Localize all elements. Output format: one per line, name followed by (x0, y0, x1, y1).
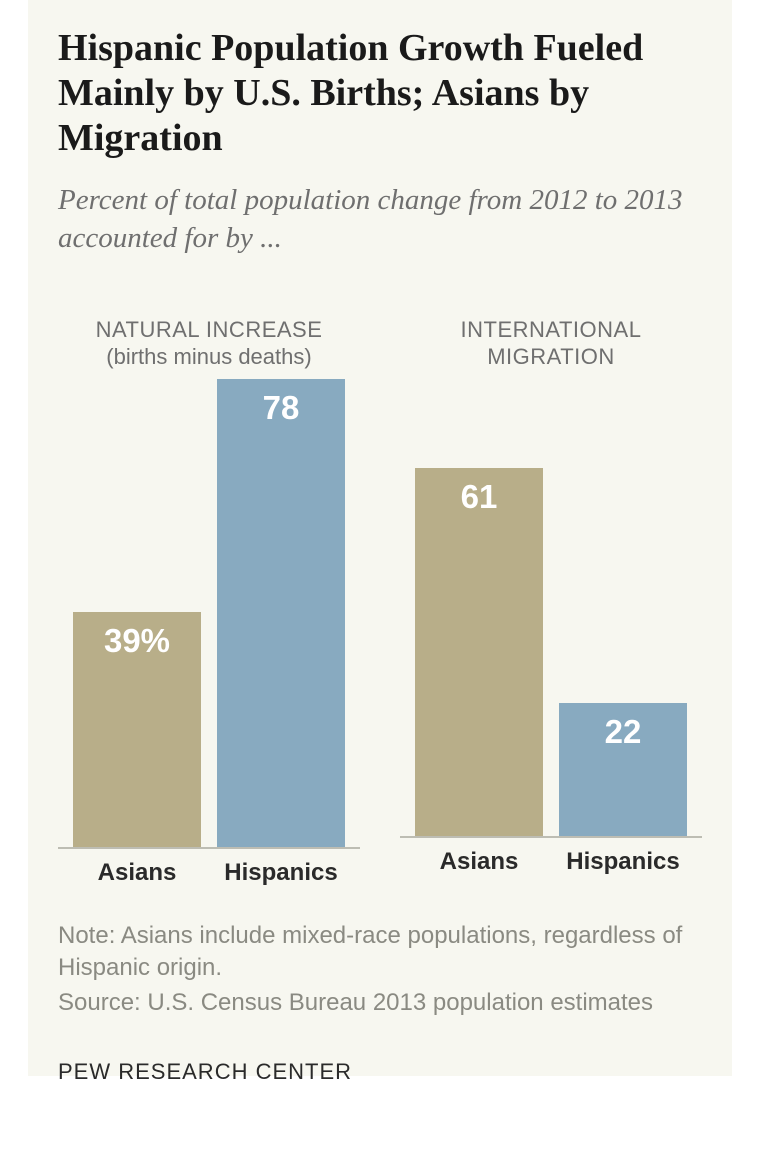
bar-hispanics-natural: 78 (217, 379, 345, 847)
panel-plot: 39% 78 (58, 379, 360, 849)
category-label: Asians (73, 859, 201, 887)
panel-header-line2: (births minus deaths) (58, 343, 360, 371)
bar-wrap: 78 (217, 379, 345, 847)
panel-natural-increase: NATURAL INCREASE (births minus deaths) 3… (58, 316, 360, 876)
bar-value-label: 78 (217, 389, 345, 427)
category-labels: Asians Hispanics (400, 848, 702, 876)
bar-value-label: 22 (559, 713, 687, 751)
bar-wrap: 61 (415, 384, 543, 836)
category-label: Hispanics (217, 859, 345, 887)
chart-note: Note: Asians include mixed-race populati… (58, 920, 702, 985)
panel-plot: 61 22 (400, 384, 702, 838)
bar-value-label: 61 (415, 478, 543, 516)
panel-header-line1: NATURAL INCREASE (58, 316, 360, 344)
bar-asians-natural: 39% (73, 612, 201, 847)
category-label: Asians (415, 848, 543, 876)
chart-source: Source: U.S. Census Bureau 2013 populati… (58, 987, 702, 1019)
bar-wrap: 39% (73, 379, 201, 847)
page-outer: Hispanic Population Growth Fueled Mainly… (0, 0, 760, 1162)
chart-card: Hispanic Population Growth Fueled Mainly… (28, 0, 732, 1076)
bar-wrap: 22 (559, 384, 687, 836)
panel-header-line1: INTERNATIONAL MIGRATION (400, 316, 702, 371)
bar-value-label: 39% (73, 622, 201, 660)
bar-hispanics-migration: 22 (559, 703, 687, 836)
panel-header: NATURAL INCREASE (births minus deaths) (58, 316, 360, 371)
chart-footer: PEW RESEARCH CENTER (58, 1059, 702, 1085)
chart-subtitle: Percent of total population change from … (58, 182, 702, 257)
panel-international-migration: INTERNATIONAL MIGRATION 61 22 (400, 316, 702, 876)
chart-panels: NATURAL INCREASE (births minus deaths) 3… (58, 316, 702, 876)
category-labels: Asians Hispanics (58, 859, 360, 887)
bar-asians-migration: 61 (415, 468, 543, 836)
category-label: Hispanics (559, 848, 687, 876)
panel-header: INTERNATIONAL MIGRATION (400, 316, 702, 376)
chart-title: Hispanic Population Growth Fueled Mainly… (58, 26, 702, 160)
